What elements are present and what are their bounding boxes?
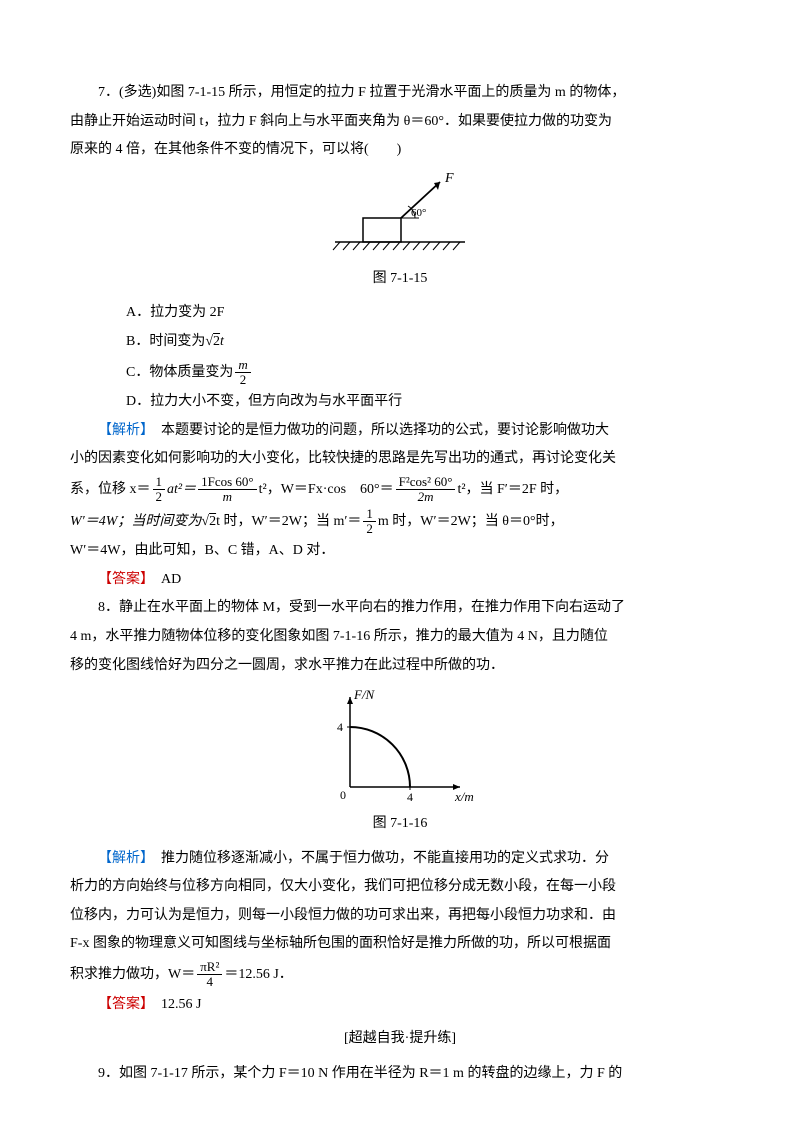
q8-stem-line2: 4 m，水平推力随物体位移的变化图象如图 7-1-16 所示，推力的最大值为 4… [70,624,730,651]
q8-stem-line1: 8．静止在水平面上的物体 M，受到一水平向右的推力作用，在推力作用下向右运动了 [70,595,730,622]
q7-analysis-line2: 小的因素变化如何影响功的大小变化，比较快捷的思路是先写出功的通式，再讨论变化关 [70,446,730,473]
answer-label: 【答案】 [98,572,147,587]
svg-text:4: 4 [337,720,343,734]
q8-analysis-line5: 积求推力做功，W＝πR²4＝12.56 J． [70,960,730,990]
q7-stem-line1: 7．(多选)如图 7-1-15 所示，用恒定的拉力 F 拉置于光滑水平面上的质量… [70,80,730,107]
q9-stem-line1: 9．如图 7-1-17 所示，某个力 F＝10 N 作用在半径为 R＝1 m 的… [70,1061,730,1088]
q7-option-a: A．拉力变为 2F [70,300,730,327]
q8-answer: 【答案】 12.56 J [70,992,730,1019]
analysis-label: 【解析】 [98,851,147,866]
q7-answer: 【答案】 AD [70,567,730,594]
q7-figure-svg: F 60° [315,172,485,262]
svg-text:4: 4 [407,790,413,804]
analysis-label: 【解析】 [98,423,147,438]
q8-analysis-line4: F-x 图象的物理意义可知图线与坐标轴所包围的面积恰好是推力所做的功，所以可根据… [70,931,730,958]
q7-stem-line2: 由静止开始运动时间 t，拉力 F 斜向上与水平面夹角为 θ＝60°．如果要使拉力… [70,109,730,136]
svg-text:60°: 60° [411,207,426,219]
q8-figure-caption: 图 7-1-16 [70,811,730,838]
q8-analysis-line3: 位移内，力可认为是恒力，则每一小段恒力做的功可求出来，再把每小段恒力功求和．由 [70,903,730,930]
answer-label: 【答案】 [98,997,147,1012]
svg-text:F/N: F/N [353,687,376,702]
q7-analysis-line5: W′＝4W，由此可知，B、C 错，A、D 对． [70,538,730,565]
q8-analysis-line2: 析力的方向始终与位移方向相同，仅大小变化，我们可把位移分成无数小段，在每一小段 [70,874,730,901]
q7-analysis-line3: 系，位移 x＝12at²＝1Fcos 60°mt²，W＝Fx·cos 60°＝F… [70,475,730,505]
q7-option-c: C．物体质量变为m2 [70,358,730,388]
q7-option-b: B．时间变为√2t [70,329,730,356]
q7-stem-line3: 原来的 4 倍，在其他条件不变的情况下，可以将( ) [70,137,730,164]
q7-analysis-line1: 【解析】 本题要讨论的是恒力做功的问题，所以选择功的公式，要讨论影响做功大 [70,418,730,445]
section-header: [超越自我·提升练] [70,1026,730,1053]
svg-text:F: F [444,172,454,186]
q7-analysis-line4: W′＝4W；当时间变为√2t 时，W′＝2W；当 m′＝12m 时，W′＝2W；… [70,507,730,537]
svg-text:0: 0 [340,788,346,802]
q7-option-d: D．拉力大小不变，但方向改为与水平面平行 [70,389,730,416]
svg-text:x/m: x/m [454,789,474,804]
q8-analysis-line1: 【解析】 推力随位移逐渐减小，不属于恒力做功，不能直接用功的定义式求功．分 [70,846,730,873]
q8-figure: F/N x/m 4 4 0 图 7-1-16 [70,687,730,838]
q7-figure-caption: 图 7-1-15 [70,266,730,293]
q8-stem-line3: 移的变化图线恰好为四分之一圆周，求水平推力在此过程中所做的功． [70,653,730,680]
q8-figure-svg: F/N x/m 4 4 0 [310,687,490,807]
q7-figure: F 60° 图 7-1-15 [70,172,730,293]
